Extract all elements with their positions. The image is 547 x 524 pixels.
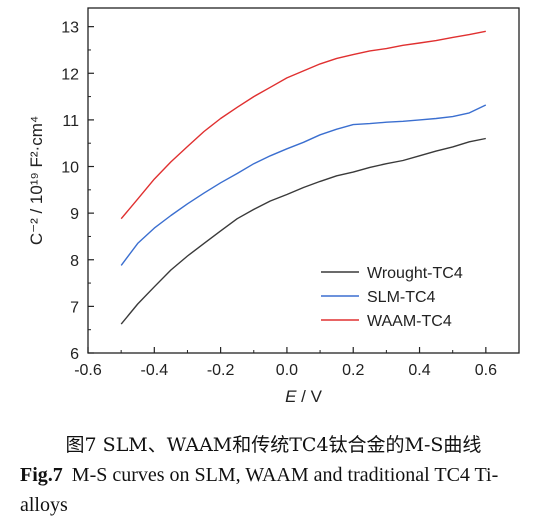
plot-frame [87, 7, 520, 354]
y-tick-label: 6 [70, 346, 79, 363]
x-tick-label: 0.0 [276, 362, 298, 379]
legend-label: WAAM-TC4 [367, 313, 452, 330]
x-axis-title: E / V [285, 387, 323, 406]
y-tick-label: 10 [61, 160, 79, 177]
y-tick-label: 9 [70, 206, 79, 223]
x-tick-label: 0.4 [408, 362, 430, 379]
legend-label: SLM-TC4 [367, 289, 436, 306]
x-tick-label: -0.4 [141, 362, 169, 379]
series-line-slm-tc4 [120, 104, 487, 266]
axis-ticks [87, 26, 487, 354]
x-tick-label: 0.2 [342, 362, 364, 379]
legend: Wrought-TC4 SLM-TC4 WAAM-TC4 [321, 265, 463, 330]
tick-labels: -0.6 -0.4 -0.2 0.0 0.2 0.4 0.6 6 7 8 9 10 11 12 13 [61, 20, 497, 379]
y-tick-label: 8 [70, 253, 79, 270]
y-tick-label: 11 [62, 113, 79, 130]
series-lines [120, 30, 487, 325]
x-tick-label: -0.2 [207, 362, 235, 379]
figure-caption-text: M-S curves on SLM, WAAM and traditional … [20, 464, 499, 516]
x-tick-label: 0.6 [475, 362, 497, 379]
y-tick-label: 7 [70, 299, 79, 316]
y-tick-label: 13 [61, 20, 79, 37]
y-axis-title: C⁻² / 10¹⁹ F²·cm⁴ [27, 116, 46, 245]
x-axis-unit: / V [296, 387, 322, 406]
y-tick-label: 12 [61, 66, 79, 83]
x-tick-label: -0.6 [74, 362, 102, 379]
x-axis-variable: E [285, 387, 297, 406]
series-line-wrought-tc4 [120, 137, 486, 325]
figure-label: Fig.7 [20, 464, 63, 486]
figure-caption-chinese: 图7 SLM、WAAM和传统TC4钛合金的M-S曲线 [65, 434, 482, 456]
legend-label: Wrought-TC4 [367, 265, 463, 282]
figure-caption-english: Fig.7 M-S curves on SLM, WAAM and tradit… [20, 460, 535, 520]
mott-schottky-chart: -0.6 -0.4 -0.2 0.0 0.2 0.4 0.6 6 7 8 9 10 11 12 13 Wro… [27, 7, 520, 406]
series-line-waam-tc4 [120, 30, 486, 220]
